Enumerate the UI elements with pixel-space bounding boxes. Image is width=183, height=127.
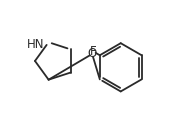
Text: HN: HN (27, 38, 45, 51)
Text: F: F (90, 45, 96, 58)
Text: O: O (87, 47, 97, 60)
